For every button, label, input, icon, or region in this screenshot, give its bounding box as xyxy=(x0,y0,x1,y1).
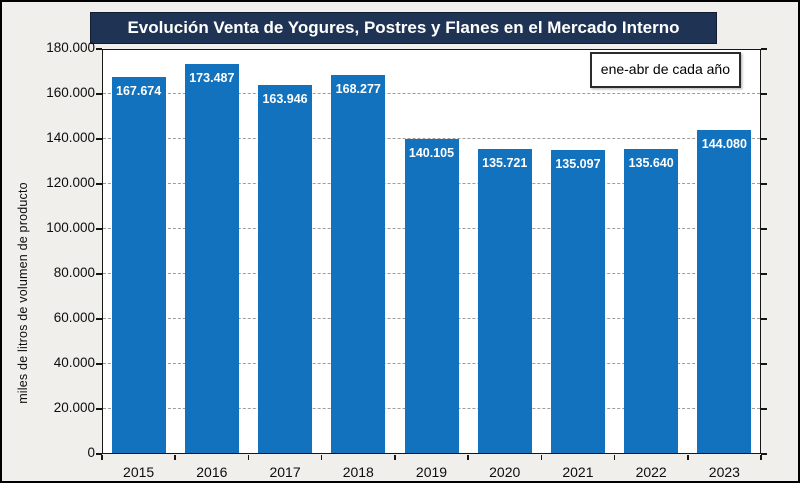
bar-value-label: 144.080 xyxy=(701,136,747,151)
bar-value-label: 135.097 xyxy=(555,157,601,172)
y-tick-mark-right xyxy=(761,363,767,365)
x-tick-mark xyxy=(613,455,616,460)
y-tick-label: 120.000 xyxy=(46,175,95,190)
x-tick-mark xyxy=(687,455,689,460)
x-tick-label: 2018 xyxy=(342,464,374,480)
y-tick-mark-right xyxy=(761,408,767,410)
bar-2019: 140.105 xyxy=(404,138,459,454)
y-tick-mark-right xyxy=(761,228,767,230)
x-tick-mark xyxy=(467,455,469,460)
y-tick-mark-right xyxy=(761,318,767,320)
bar-2021: 135.097 xyxy=(550,150,605,454)
y-tick-mark xyxy=(96,318,102,320)
bar-2017: 163.946 xyxy=(258,85,313,454)
y-tick-label: 60.000 xyxy=(53,310,95,325)
y-tick-mark xyxy=(96,363,102,365)
x-tick-mark xyxy=(174,455,176,460)
bar-2018: 168.277 xyxy=(331,75,386,454)
y-tick-mark xyxy=(96,228,102,230)
x-tick-label: 2019 xyxy=(415,464,448,480)
bar-2022: 135.640 xyxy=(624,148,679,454)
x-tick-label: 2023 xyxy=(708,464,740,480)
y-tick-mark-right xyxy=(761,138,767,140)
bar-value-label: 168.277 xyxy=(335,82,381,97)
x-tick-mark xyxy=(247,455,250,460)
annotation-box: ene-abr de cada año xyxy=(589,52,741,88)
y-tick-mark xyxy=(96,93,102,95)
y-tick-mark xyxy=(96,183,102,185)
y-tick-label: 160.000 xyxy=(46,85,95,100)
bar-2020: 135.721 xyxy=(477,148,532,454)
x-tick-label: 2015 xyxy=(123,464,155,480)
bar-value-label: 135.640 xyxy=(628,155,674,170)
y-tick-mark xyxy=(96,453,102,455)
y-tick-mark xyxy=(96,408,102,410)
y-tick-mark-right xyxy=(761,48,767,50)
y-tick-label: 140.000 xyxy=(46,130,95,145)
x-tick-label: 2017 xyxy=(269,464,301,480)
bar-2016: 173.487 xyxy=(184,63,239,454)
gridline xyxy=(103,93,760,94)
x-tick-mark xyxy=(760,455,762,460)
y-tick-label: 180.000 xyxy=(46,40,95,55)
y-tick-mark-right xyxy=(761,93,767,95)
y-tick-mark xyxy=(96,138,102,140)
y-tick-mark-right xyxy=(761,183,767,185)
bar-value-label: 163.946 xyxy=(262,92,308,107)
y-tick-label: 20.000 xyxy=(53,400,95,415)
x-tick-label: 2022 xyxy=(635,464,667,480)
y-tick-mark xyxy=(96,273,102,275)
bar-value-label: 167.674 xyxy=(116,83,162,98)
x-tick-mark xyxy=(394,455,396,460)
y-tick-label: 100.000 xyxy=(46,220,95,235)
x-tick-mark xyxy=(540,455,543,460)
x-tick-label: 2020 xyxy=(489,464,521,480)
x-tick-label: 2021 xyxy=(562,464,594,480)
gridline xyxy=(103,138,760,139)
bar-2015: 167.674 xyxy=(111,76,166,454)
chart-title: Evolución Venta de Yogures, Postres y Fl… xyxy=(90,12,717,44)
bar-value-label: 140.105 xyxy=(408,145,455,160)
y-axis-title: miles de litros de volumen de producto xyxy=(16,182,30,404)
bar-value-label: 135.721 xyxy=(482,155,528,170)
y-tick-label: 40.000 xyxy=(53,355,95,370)
x-tick-mark xyxy=(320,455,323,460)
y-tick-label: 80.000 xyxy=(53,265,95,280)
y-tick-label: 0 xyxy=(87,445,95,460)
x-tick-label: 2016 xyxy=(196,464,228,480)
bar-value-label: 173.487 xyxy=(189,70,235,85)
bar-2023: 144.080 xyxy=(697,129,752,454)
x-tick-mark xyxy=(101,455,103,460)
y-tick-mark-right xyxy=(761,273,767,275)
y-tick-mark xyxy=(96,48,102,50)
y-tick-mark-right xyxy=(761,453,767,455)
